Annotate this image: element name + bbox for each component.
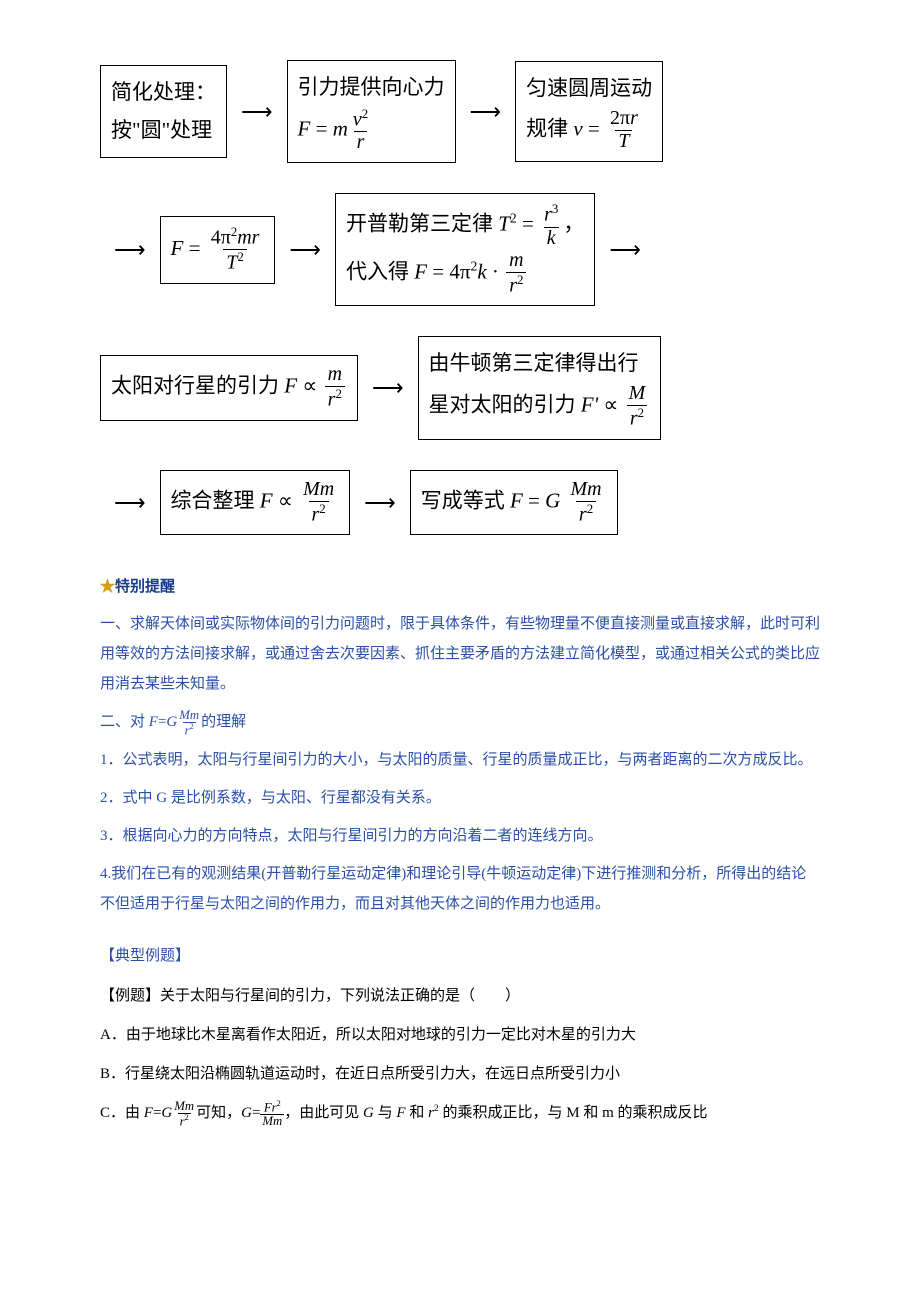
para-2: 二、对 F=GMmr2的理解 [100,707,820,737]
arrow-icon: ⟶ [275,232,335,267]
option-b: B．行星绕太阳沿椭圆轨道运动时，在近日点所受引力大，在远日点所受引力小 [100,1058,820,1091]
list-item-3: 3．根据向心力的方向特点，太阳与行星间引力的方向沿着二者的连线方向。 [100,821,820,851]
box-text: 引力提供向心力 [298,69,445,107]
box-text: 匀速圆周运动 [526,70,652,108]
formula: 综合整理 F ∝ Mmr2 [171,479,340,527]
arrow-icon: ⟶ [595,232,655,267]
formula: F = 4π2mrT2 [171,225,265,275]
formula: F = mv2r [298,107,445,155]
box-kepler-third: 开普勒第三定律 T2 = r3k， 代入得 F = 4π2k · mr2 [335,193,595,306]
arrow-icon: ⟶ [456,94,516,129]
formula: 开普勒第三定律 T2 = r3k， [346,202,584,250]
list-item-4: 4.我们在已有的观测结果(开普勒行星运动定律)和理论引导(牛顿运动定律)下进行推… [100,859,820,919]
reminder-heading: ★特别提醒 [100,575,820,599]
formula: 规律 v = 2πrT [526,108,652,153]
star-icon: ★ [100,579,115,595]
arrow-icon: ⟶ [100,485,160,520]
box-text: 按"圆"处理 [111,112,216,150]
formula: 写成等式 F = G Mmr2 [421,479,607,527]
para-1: 一、求解天体间或实际物体间的引力问题时，限于具体条件，有些物理量不便直接测量或直… [100,609,820,699]
flow-row-1: 简化处理： 按"圆"处理 ⟶ 引力提供向心力 F = mv2r ⟶ 匀速圆周运动… [100,60,820,163]
example-body: 【例题】关于太阳与行星间的引力，下列说法正确的是（ ） A．由于地球比木星离看作… [100,980,820,1130]
example-section: 【典型例题】 【例题】关于太阳与行星间的引力，下列说法正确的是（ ） A．由于地… [100,944,820,1130]
reminder-section: ★特别提醒 一、求解天体间或实际物体间的引力问题时，限于具体条件，有些物理量不便… [100,575,820,919]
example-stem: 【例题】关于太阳与行星间的引力，下列说法正确的是（ ） [100,980,820,1013]
box-text: 简化处理： [111,74,216,112]
box-simplify: 简化处理： 按"圆"处理 [100,65,227,159]
derivation-flowchart: 简化处理： 按"圆"处理 ⟶ 引力提供向心力 F = mv2r ⟶ 匀速圆周运动… [100,60,820,535]
arrow-icon: ⟶ [100,232,160,267]
box-equation: 写成等式 F = G Mmr2 [410,470,618,536]
formula: 星对太阳的引力 F' ∝ Mr2 [429,383,651,431]
list-item-2: 2．式中 G 是比例系数，与太阳、行星都没有关系。 [100,783,820,813]
arrow-icon: ⟶ [227,94,287,129]
box-newton-third: 由牛顿第三定律得出行 星对太阳的引力 F' ∝ Mr2 [418,336,662,439]
list-item-1: 1．公式表明，太阳与行星间引力的大小，与太阳的质量、行星的质量成正比，与两者距离… [100,745,820,775]
box-circular-motion: 匀速圆周运动 规律 v = 2πrT [515,61,663,162]
box-combined: 综合整理 F ∝ Mmr2 [160,470,351,536]
box-sun-force: 太阳对行星的引力 F ∝ mr2 [100,355,358,421]
arrow-icon: ⟶ [358,370,418,405]
arrow-icon: ⟶ [350,485,410,520]
flow-row-2: ⟶ F = 4π2mrT2 ⟶ 开普勒第三定律 T2 = r3k， 代入得 F … [100,193,820,306]
example-heading: 【典型例题】 [100,944,820,968]
option-c: C．由 F=GMmr2可知，G=Fr2Mm，由此可见 G 与 F 和 r2 的乘… [100,1097,820,1130]
box-force-period: F = 4π2mrT2 [160,216,276,284]
formula: 太阳对行星的引力 F ∝ mr2 [111,364,347,412]
formula: 代入得 F = 4π2k · mr2 [346,250,584,298]
box-centripetal: 引力提供向心力 F = mv2r [287,60,456,163]
option-a: A．由于地球比木星离看作太阳近，所以太阳对地球的引力一定比对木星的引力大 [100,1019,820,1052]
flow-row-4: ⟶ 综合整理 F ∝ Mmr2 ⟶ 写成等式 F = G Mmr2 [100,470,820,536]
box-text: 由牛顿第三定律得出行 [429,345,651,383]
flow-row-3: 太阳对行星的引力 F ∝ mr2 ⟶ 由牛顿第三定律得出行 星对太阳的引力 F'… [100,336,820,439]
